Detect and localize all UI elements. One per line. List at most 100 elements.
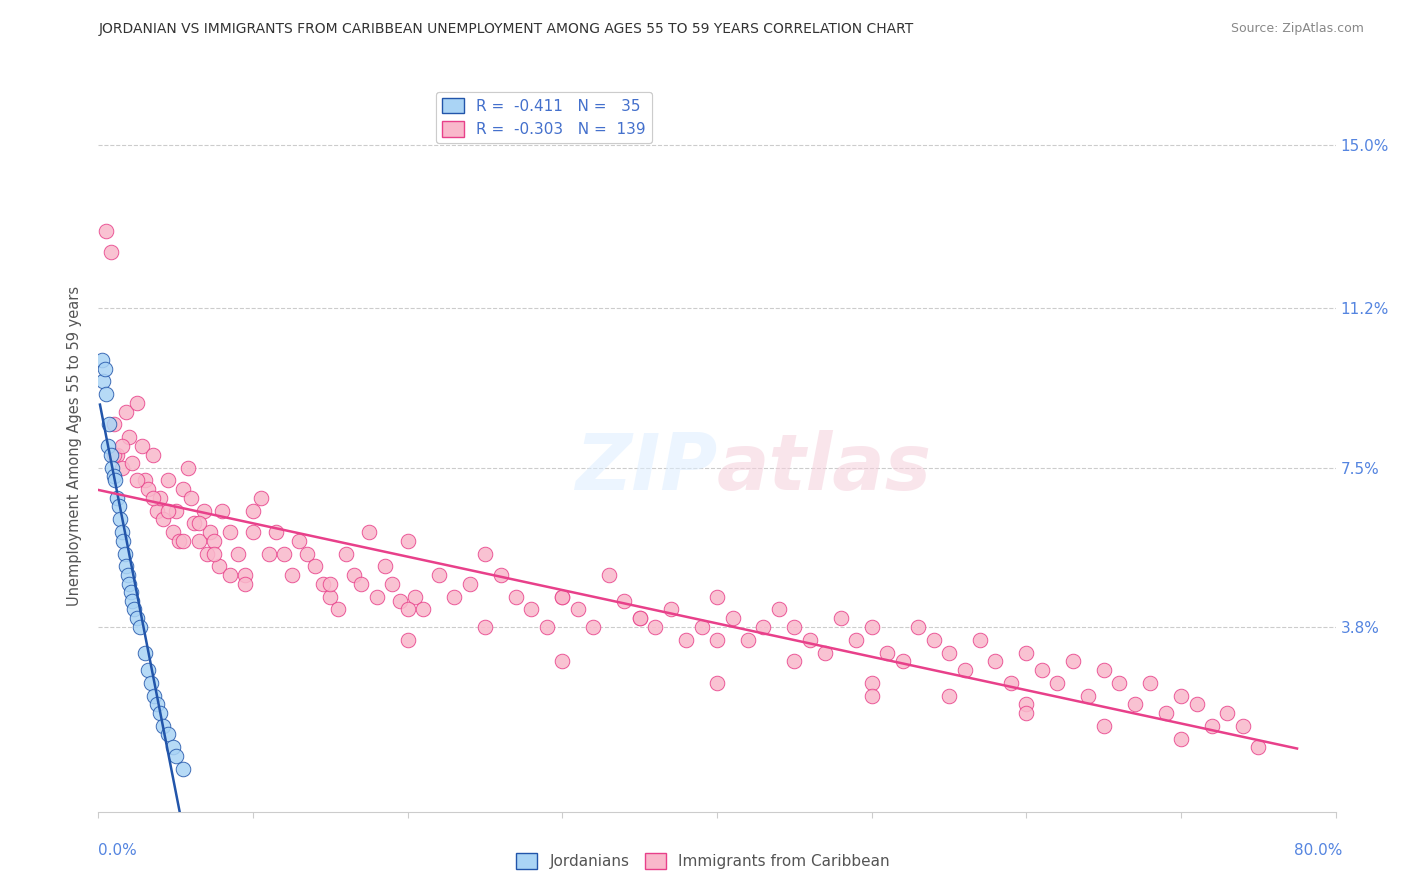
Point	[195, 547, 218, 561]
Point	[721, 611, 744, 625]
Point	[242, 503, 264, 517]
Point	[567, 602, 589, 616]
Point	[357, 524, 380, 539]
Point	[127, 611, 149, 625]
Point	[814, 646, 837, 660]
Point	[830, 611, 852, 625]
Point	[505, 590, 527, 604]
Y-axis label: Unemployment Among Ages 55 to 59 years: Unemployment Among Ages 55 to 59 years	[67, 286, 83, 606]
Point	[165, 503, 187, 517]
Point	[768, 602, 790, 616]
Point	[134, 646, 156, 660]
Point	[405, 590, 427, 604]
Point	[551, 590, 574, 604]
Point	[211, 503, 233, 517]
Point	[121, 594, 143, 608]
Point	[103, 469, 125, 483]
Point	[1216, 706, 1239, 720]
Point	[1108, 675, 1130, 690]
Point	[690, 620, 713, 634]
Point	[644, 620, 666, 634]
Point	[598, 568, 620, 582]
Point	[366, 590, 388, 604]
Point	[969, 632, 991, 647]
Point	[412, 602, 434, 616]
Point	[127, 474, 149, 488]
Point	[134, 474, 156, 488]
Point	[103, 417, 125, 432]
Point	[115, 559, 138, 574]
Point	[319, 590, 342, 604]
Point	[304, 559, 326, 574]
Point	[100, 448, 122, 462]
Point	[551, 590, 574, 604]
Point	[706, 675, 728, 690]
Point	[891, 654, 914, 668]
Point	[374, 559, 396, 574]
Point	[860, 620, 883, 634]
Text: Source: ZipAtlas.com: Source: ZipAtlas.com	[1230, 22, 1364, 36]
Point	[388, 594, 412, 608]
Point	[520, 602, 543, 616]
Point	[326, 602, 350, 616]
Point	[706, 590, 728, 604]
Point	[143, 689, 166, 703]
Point	[675, 632, 697, 647]
Point	[737, 632, 759, 647]
Point	[1247, 740, 1270, 755]
Point	[281, 568, 304, 582]
Point	[1031, 663, 1053, 677]
Point	[876, 646, 898, 660]
Point	[103, 448, 125, 462]
Point	[165, 748, 187, 763]
Legend: R =  -0.411   N =   35, R =  -0.303   N =  139: R = -0.411 N = 35, R = -0.303 N = 139	[436, 92, 651, 144]
Point	[706, 632, 728, 647]
Point	[146, 697, 169, 711]
Point	[1170, 731, 1192, 746]
Point	[235, 568, 257, 582]
Point	[188, 516, 211, 531]
Point	[167, 533, 190, 548]
Point	[112, 533, 135, 548]
Point	[146, 503, 169, 517]
Point	[1123, 697, 1146, 711]
Point	[312, 576, 335, 591]
Point	[350, 576, 373, 591]
Point	[628, 611, 651, 625]
Point	[152, 512, 174, 526]
Point	[105, 491, 128, 505]
Point	[108, 512, 131, 526]
Point	[173, 482, 195, 496]
Point	[114, 547, 136, 561]
Point	[198, 524, 221, 539]
Point	[628, 611, 651, 625]
Point	[474, 547, 496, 561]
Point	[845, 632, 868, 647]
Point	[121, 456, 143, 470]
Point	[907, 620, 929, 634]
Point	[396, 632, 419, 647]
Point	[208, 559, 231, 574]
Point	[582, 620, 605, 634]
Point	[1232, 719, 1254, 733]
Point	[443, 590, 465, 604]
Point	[142, 448, 165, 462]
Point	[1154, 706, 1177, 720]
Point	[860, 689, 883, 703]
Point	[111, 439, 134, 453]
Text: ZIP: ZIP	[575, 430, 717, 506]
Point	[953, 663, 976, 677]
Point	[396, 602, 419, 616]
Point	[266, 524, 288, 539]
Point	[111, 460, 134, 475]
Point	[922, 632, 945, 647]
Point	[1015, 697, 1038, 711]
Point	[90, 353, 112, 368]
Point	[139, 675, 162, 690]
Point	[226, 547, 249, 561]
Point	[136, 482, 159, 496]
Point	[250, 491, 273, 505]
Point	[157, 503, 180, 517]
Point	[1015, 646, 1038, 660]
Point	[1185, 697, 1208, 711]
